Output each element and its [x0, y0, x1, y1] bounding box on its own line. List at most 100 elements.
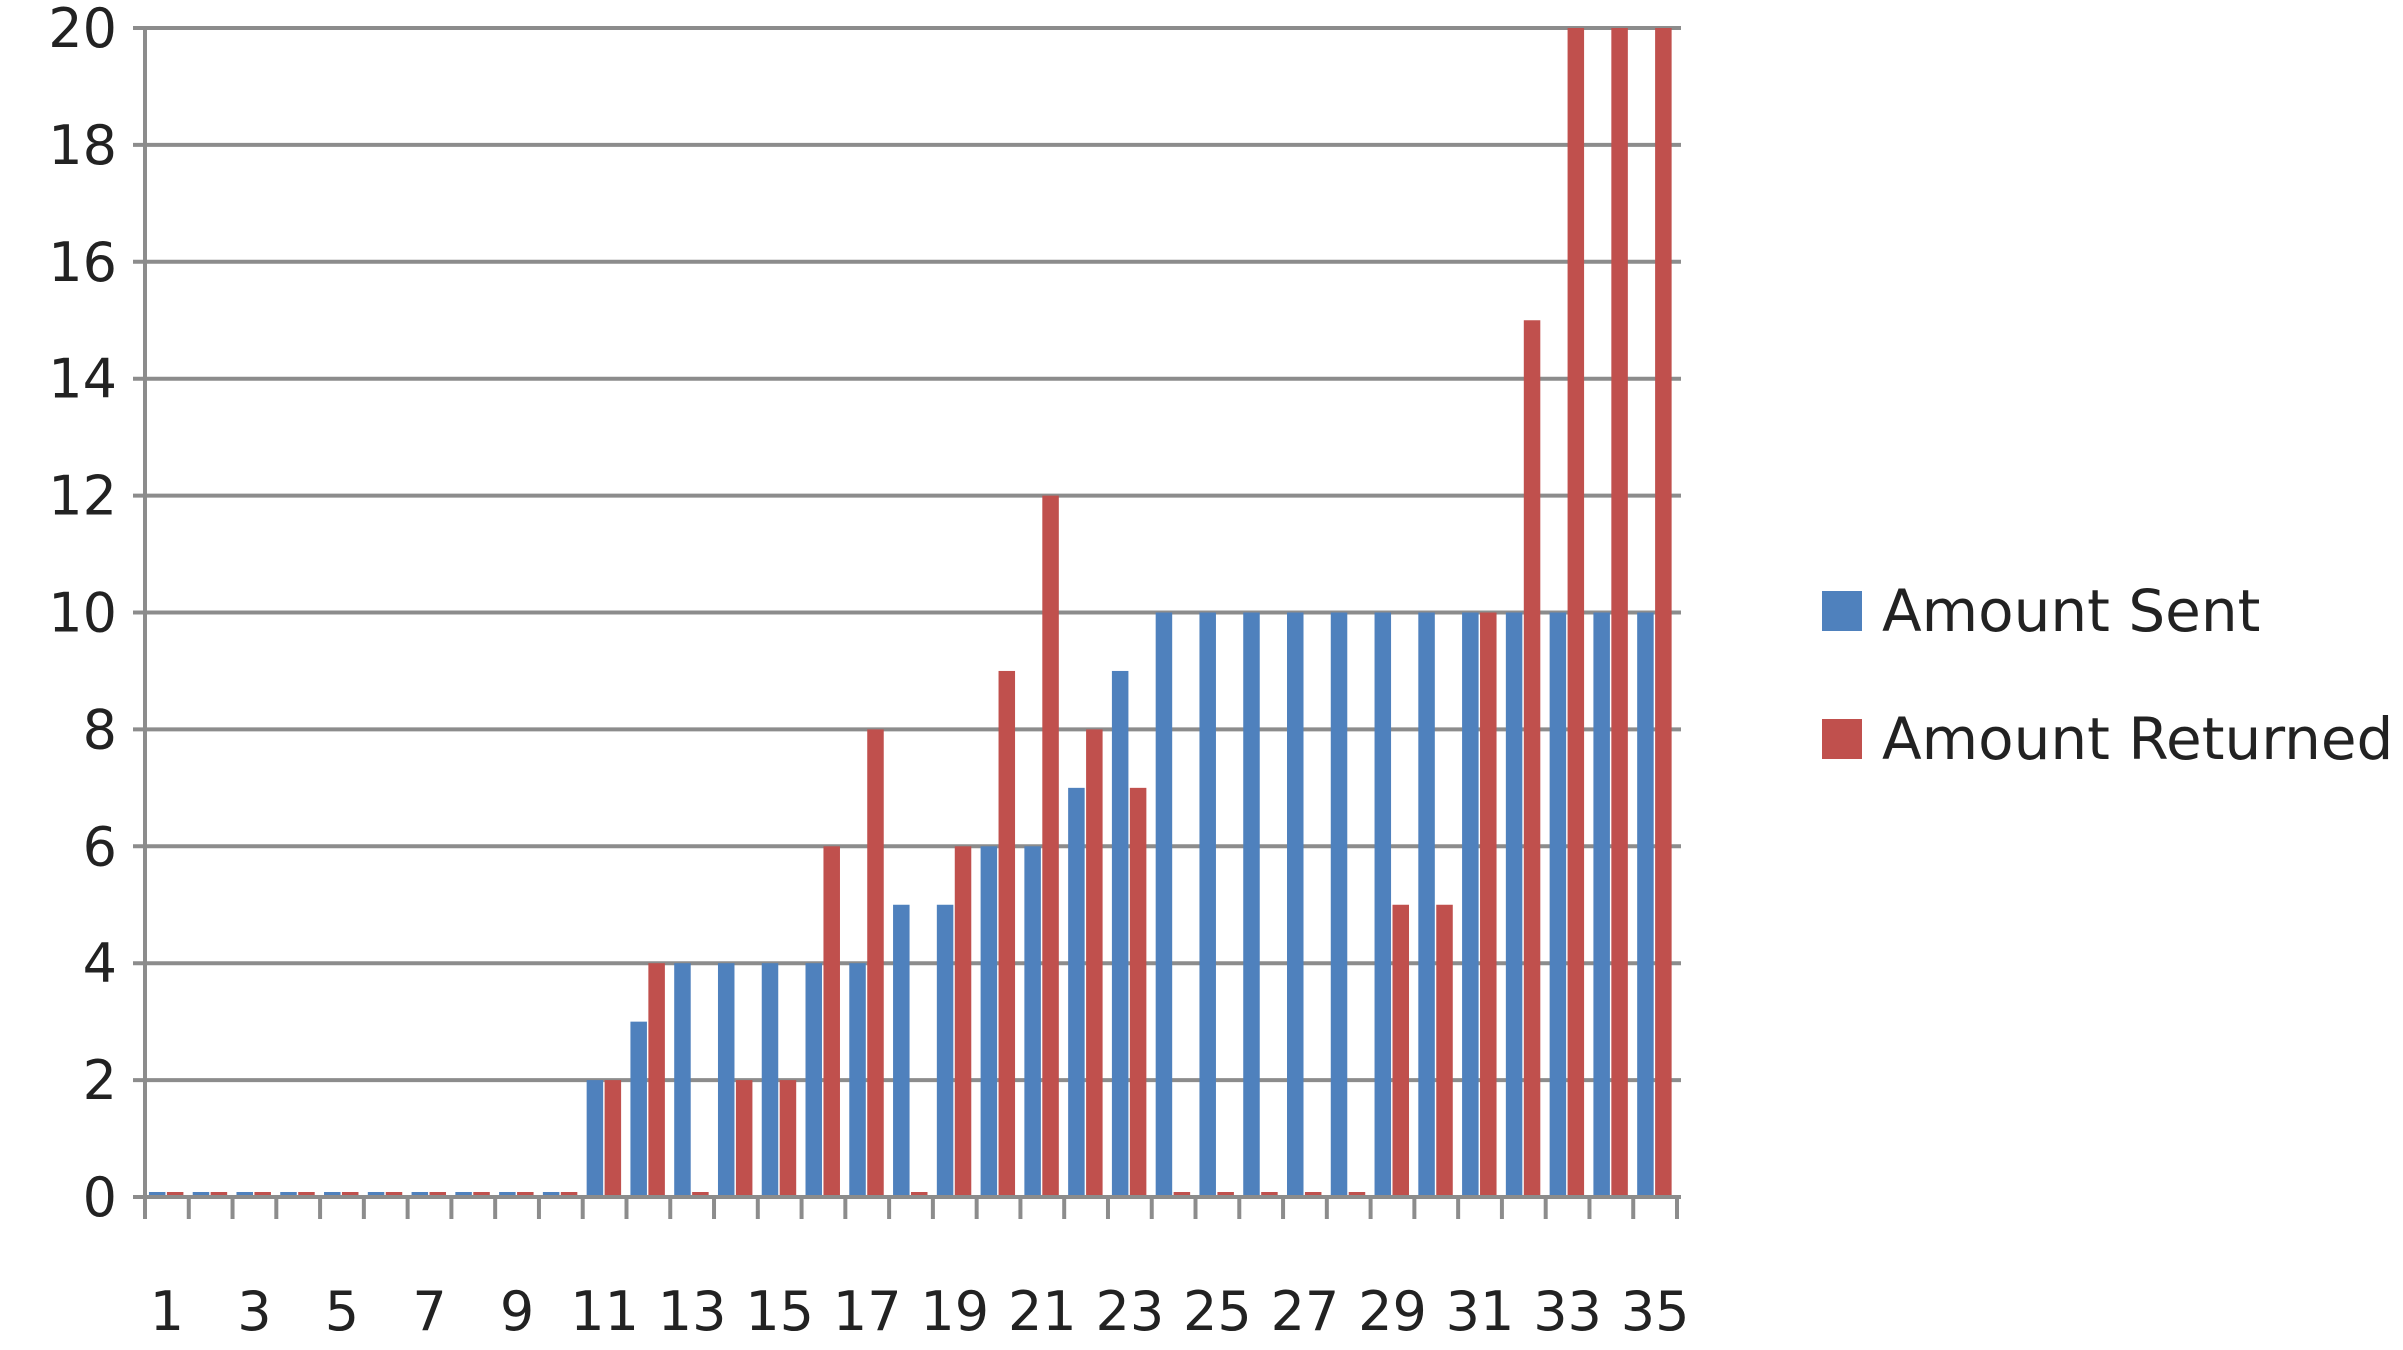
bars: [148, 28, 1672, 1198]
legend-item-amount-returned: Amount Returned: [1822, 705, 2394, 773]
bar-amount-sent: [674, 963, 691, 1197]
bar-amount-sent: [1199, 612, 1216, 1197]
bar-amount-returned: [210, 1192, 228, 1197]
bar-amount-sent: [1462, 612, 1479, 1197]
bar-amount-returned: [604, 1080, 622, 1197]
bar-amount-returned: [560, 1192, 578, 1197]
x-tick-label: 11: [570, 1280, 639, 1343]
bar-amount-sent: [1243, 612, 1260, 1197]
x-tick-label: 33: [1533, 1280, 1602, 1343]
bar-amount-sent: [630, 1021, 647, 1197]
x-tick-label: 25: [1183, 1280, 1252, 1343]
bar-amount-sent: [586, 1080, 604, 1197]
bar-amount-sent: [1637, 612, 1654, 1197]
y-tick-label: 10: [48, 582, 117, 645]
grid-lines: [133, 26, 1681, 1199]
axes: [133, 28, 1681, 1219]
bar-amount-sent: [761, 963, 779, 1197]
bar-amount-sent: [980, 846, 998, 1197]
y-tick-label: 20: [48, 0, 117, 60]
bar-amount-sent: [455, 1192, 472, 1197]
x-tick-label: 15: [745, 1280, 814, 1343]
bar-amount-sent: [192, 1192, 210, 1197]
y-tick-label: 14: [48, 348, 117, 411]
y-tick-label: 6: [83, 815, 117, 878]
bar-amount-returned: [1173, 1192, 1191, 1197]
y-axis-tick-labels: 0 2 4 6 8 10 12 14 16 18 20: [48, 0, 117, 1229]
bar-amount-sent: [936, 904, 954, 1197]
y-tick-label: 2: [83, 1049, 117, 1112]
bar-amount-returned: [429, 1192, 447, 1197]
y-tick-label: 0: [83, 1166, 117, 1229]
legend-label-amount-sent: Amount Sent: [1882, 577, 2261, 645]
legend-label-amount-returned: Amount Returned: [1882, 705, 2394, 773]
bar-amount-sent: [1549, 612, 1567, 1197]
legend-swatch-amount-returned: [1822, 719, 1862, 759]
y-tick-label: 8: [83, 698, 117, 761]
bar-amount-returned: [648, 963, 665, 1197]
bar-amount-returned: [1348, 1192, 1366, 1197]
bar-amount-returned: [1042, 495, 1059, 1198]
bar-amount-returned: [1611, 28, 1628, 1197]
bar-amount-sent: [280, 1192, 297, 1197]
x-tick-label: 13: [658, 1280, 727, 1343]
bar-amount-sent: [805, 963, 823, 1197]
bar-amount-returned: [1392, 904, 1409, 1197]
bar-amount-returned: [1217, 1192, 1234, 1197]
bar-amount-returned: [341, 1192, 359, 1197]
bar-amount-returned: [735, 1080, 753, 1197]
x-axis-tick-labels: 1 3 5 7 9 11 13 15 17 19 21 23 25 27 29 31 33 35: [150, 1280, 1690, 1343]
bar-amount-sent: [324, 1192, 341, 1197]
bar-amount-returned: [1129, 787, 1147, 1197]
bar-amount-sent: [849, 963, 866, 1197]
bar-amount-returned: [254, 1192, 271, 1197]
bar-amount-sent: [1330, 612, 1348, 1197]
x-tick-label: 23: [1096, 1280, 1165, 1343]
bar-amount-returned: [954, 846, 972, 1197]
bar-amount-sent: [411, 1192, 429, 1197]
y-tick-label: 16: [48, 231, 117, 294]
bar-amount-sent: [1505, 612, 1523, 1197]
bar-amount-sent: [499, 1192, 516, 1197]
x-tick-label: 29: [1358, 1280, 1427, 1343]
bar-amount-returned: [692, 1192, 709, 1197]
legend-item-amount-sent: Amount Sent: [1822, 577, 2393, 645]
bar-amount-sent: [542, 1192, 560, 1197]
bar-amount-returned: [1567, 28, 1585, 1197]
bar-amount-returned: [1523, 320, 1541, 1197]
bar-amount-returned: [1261, 1192, 1278, 1197]
bar-amount-sent: [367, 1192, 385, 1197]
bar-amount-sent: [1111, 670, 1129, 1197]
bar-amount-returned: [911, 1192, 928, 1197]
bar-amount-sent: [1287, 612, 1304, 1197]
bar-amount-sent: [1024, 846, 1041, 1197]
y-tick-label: 12: [48, 465, 117, 528]
bar-amount-sent: [1155, 612, 1173, 1197]
bar-amount-returned: [823, 846, 840, 1197]
bar-amount-returned: [779, 1080, 797, 1197]
x-tick-label: 27: [1271, 1280, 1340, 1343]
legend-swatch-amount-sent: [1822, 591, 1862, 631]
x-tick-label: 21: [1008, 1280, 1077, 1343]
x-tick-label: 1: [150, 1280, 184, 1343]
x-tick-label: 19: [920, 1280, 989, 1343]
bar-amount-returned: [385, 1192, 403, 1197]
bar-amount-sent: [1418, 612, 1435, 1197]
bar-amount-returned: [1086, 729, 1103, 1197]
bar-amount-returned: [473, 1192, 490, 1197]
x-tick-label: 35: [1621, 1280, 1690, 1343]
bar-amount-sent: [893, 904, 910, 1197]
bar-amount-returned: [1480, 612, 1497, 1197]
x-tick-label: 17: [833, 1280, 902, 1343]
bar-amount-sent: [1593, 612, 1610, 1197]
bar-amount-returned: [298, 1192, 315, 1197]
bar-amount-sent: [1068, 787, 1085, 1197]
bar-amount-sent: [717, 963, 735, 1197]
x-tick-label: 7: [412, 1280, 446, 1343]
bar-amount-sent: [236, 1192, 253, 1197]
legend: Amount Sent Amount Returned: [1822, 577, 2394, 836]
bar-amount-returned: [1436, 904, 1453, 1197]
bar-amount-sent: [1374, 612, 1392, 1197]
y-tick-label: 4: [83, 932, 117, 995]
bar-amount-returned: [166, 1192, 184, 1197]
